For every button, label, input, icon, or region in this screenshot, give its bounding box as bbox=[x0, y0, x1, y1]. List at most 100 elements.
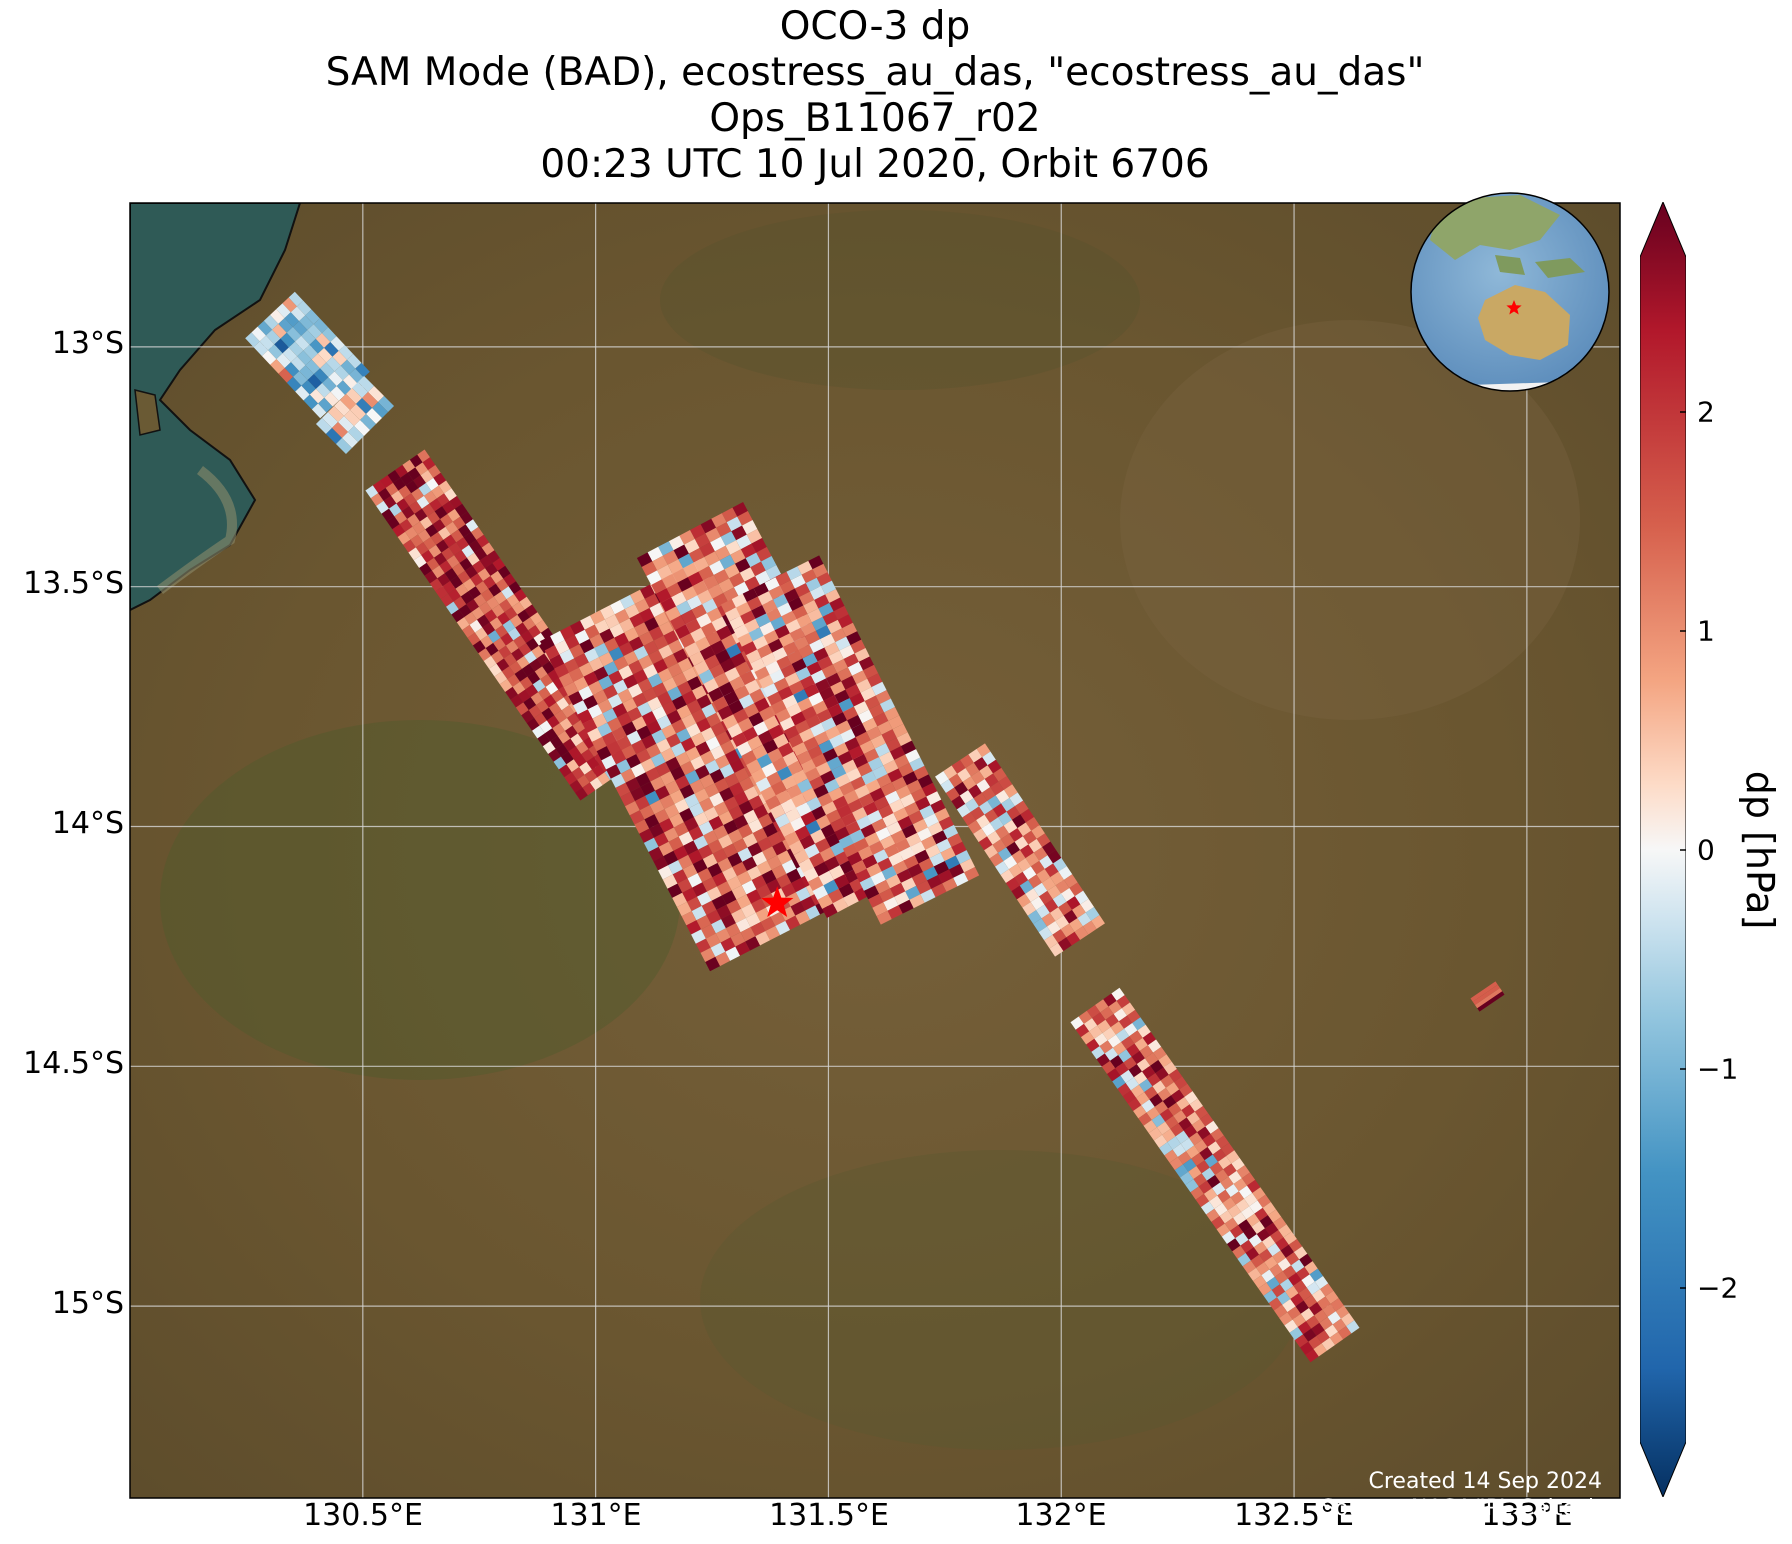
sounding-cell bbox=[1096, 1053, 1110, 1067]
sounding-cell bbox=[1221, 1230, 1236, 1245]
sounding-cell bbox=[854, 648, 870, 662]
inset-globe bbox=[1410, 192, 1610, 392]
sounding-cell bbox=[1006, 806, 1021, 820]
sounding-cell bbox=[723, 796, 739, 811]
sounding-cell bbox=[792, 769, 808, 785]
sounding-cell bbox=[1268, 1297, 1283, 1311]
sounding-cell bbox=[429, 578, 443, 592]
sounding-cell bbox=[807, 608, 823, 623]
sounding-cell bbox=[749, 688, 765, 704]
sounding-cell bbox=[1278, 1224, 1292, 1238]
sounding-cell bbox=[578, 662, 594, 677]
sounding-cell bbox=[1327, 1311, 1341, 1325]
sounding-cell bbox=[676, 728, 691, 743]
sounding-cell bbox=[647, 673, 663, 688]
sounding-cell bbox=[794, 583, 810, 598]
sounding-cell bbox=[1305, 1315, 1320, 1329]
sounding-cell bbox=[651, 579, 667, 595]
sounding-cell bbox=[649, 823, 664, 838]
sounding-cell bbox=[916, 827, 933, 842]
sounding-cell bbox=[1290, 1293, 1304, 1307]
sounding-cell bbox=[1250, 1254, 1265, 1268]
sounding-cell bbox=[1124, 1023, 1138, 1037]
sounding-cell bbox=[713, 569, 730, 584]
sounding-cell bbox=[544, 728, 558, 742]
sounding-cell bbox=[499, 599, 512, 613]
sounding-cell bbox=[801, 706, 817, 720]
sounding-cell bbox=[809, 639, 825, 654]
sounding-cell bbox=[418, 482, 432, 496]
sounding-cell bbox=[927, 821, 943, 836]
sounding-cell bbox=[870, 871, 886, 886]
sounding-cell bbox=[591, 764, 605, 778]
sounding-cell bbox=[1179, 1083, 1193, 1097]
sounding-cell bbox=[710, 722, 726, 737]
sounding-cell bbox=[775, 789, 792, 805]
sounding-cell bbox=[860, 823, 876, 838]
sounding-cell bbox=[951, 760, 966, 774]
sounding-cell bbox=[1295, 1300, 1309, 1314]
sounding-cell bbox=[365, 485, 379, 499]
sounding-cell bbox=[1313, 1343, 1327, 1357]
sounding-cell bbox=[613, 679, 628, 694]
sounding-cell bbox=[833, 605, 849, 620]
sounding-cell bbox=[616, 759, 631, 774]
sounding-cell bbox=[847, 661, 863, 676]
sounding-cell bbox=[1256, 1228, 1271, 1242]
sounding-cell bbox=[491, 604, 505, 618]
sounding-cell bbox=[805, 714, 821, 729]
sounding-cell bbox=[862, 717, 878, 732]
sounding-cell bbox=[1229, 1225, 1244, 1239]
sounding-cell bbox=[609, 623, 625, 638]
sounding-cell bbox=[696, 613, 712, 628]
sounding-cell bbox=[995, 789, 1010, 804]
sounding-cell bbox=[516, 656, 530, 669]
sounding-cell bbox=[318, 397, 333, 413]
sounding-cell bbox=[741, 880, 757, 895]
sounding-cell bbox=[532, 679, 546, 693]
sounding-cell bbox=[667, 883, 683, 898]
sounding-cell bbox=[624, 604, 640, 619]
sounding-cell bbox=[729, 676, 745, 691]
sounding-cell bbox=[1279, 1278, 1294, 1292]
sounding-cell bbox=[674, 798, 690, 814]
sounding-cell bbox=[660, 771, 675, 786]
sounding-cell bbox=[741, 519, 758, 535]
sounding-cell bbox=[604, 637, 619, 653]
sounding-cell bbox=[837, 804, 853, 819]
sounding-cell bbox=[1272, 1250, 1286, 1264]
sounding-cell bbox=[663, 850, 679, 866]
sounding-cell bbox=[680, 760, 695, 776]
sounding-cell bbox=[489, 663, 502, 677]
sounding-cell bbox=[615, 782, 631, 798]
sounding-cell bbox=[572, 720, 586, 734]
sounding-cell bbox=[725, 607, 741, 622]
sounding-cell bbox=[539, 720, 553, 734]
sounding-cell bbox=[873, 849, 889, 864]
sounding-cell bbox=[644, 790, 660, 806]
sounding-cell bbox=[554, 710, 567, 724]
sounding-cell bbox=[635, 772, 651, 787]
sounding-cell bbox=[331, 422, 348, 439]
sounding-cell bbox=[1123, 1056, 1137, 1070]
sounding-cell bbox=[905, 749, 921, 763]
sounding-cell bbox=[1222, 1197, 1236, 1211]
sounding-cell bbox=[766, 855, 782, 870]
sounding-cell bbox=[1209, 1161, 1224, 1175]
sounding-cell bbox=[423, 537, 436, 551]
sounding-cell bbox=[776, 766, 793, 781]
sounding-cell bbox=[799, 834, 815, 850]
sounding-cell bbox=[691, 604, 707, 619]
sounding-cell bbox=[744, 679, 761, 695]
sounding-cell bbox=[253, 341, 269, 357]
sounding-cell bbox=[589, 610, 605, 625]
sounding-cell bbox=[863, 885, 880, 900]
sounding-cell bbox=[761, 652, 777, 667]
sounding-cell bbox=[1193, 1173, 1207, 1187]
sounding-cell bbox=[1186, 1111, 1201, 1125]
sounding-cell bbox=[453, 596, 467, 610]
sounding-cell bbox=[1017, 858, 1031, 872]
sounding-cell bbox=[763, 630, 779, 645]
sounding-cell bbox=[1223, 1163, 1237, 1177]
sounding-cell bbox=[508, 581, 522, 595]
